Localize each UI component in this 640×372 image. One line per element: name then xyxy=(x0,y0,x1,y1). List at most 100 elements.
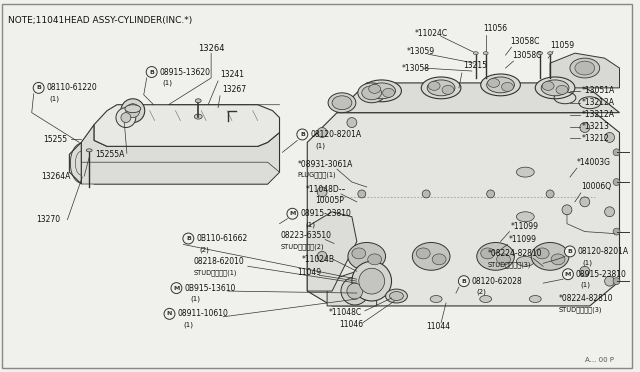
Ellipse shape xyxy=(368,254,381,265)
Polygon shape xyxy=(327,271,377,306)
Text: B: B xyxy=(461,279,467,284)
Text: 11059: 11059 xyxy=(550,41,574,50)
Text: *11099: *11099 xyxy=(511,222,538,231)
Ellipse shape xyxy=(383,89,394,97)
Text: 08911-10610: 08911-10610 xyxy=(177,310,228,318)
Text: *11024B: *11024B xyxy=(301,255,334,264)
Text: 13215: 13215 xyxy=(463,61,487,70)
Polygon shape xyxy=(307,212,357,291)
Circle shape xyxy=(317,128,327,137)
Text: 11056: 11056 xyxy=(483,24,507,33)
Text: 13058C: 13058C xyxy=(513,51,542,60)
Text: *13212A: *13212A xyxy=(582,110,615,119)
Text: 10005P: 10005P xyxy=(316,196,344,205)
Ellipse shape xyxy=(541,80,569,96)
Text: 11049: 11049 xyxy=(298,268,321,277)
Circle shape xyxy=(613,149,620,156)
Text: 08915-23810: 08915-23810 xyxy=(576,270,627,279)
Text: *08224-82810: *08224-82810 xyxy=(559,295,614,304)
Ellipse shape xyxy=(535,77,575,99)
Ellipse shape xyxy=(362,86,381,100)
Circle shape xyxy=(317,251,327,262)
Circle shape xyxy=(580,122,590,132)
Text: 0B110-61662: 0B110-61662 xyxy=(196,234,248,243)
Ellipse shape xyxy=(481,248,495,259)
Polygon shape xyxy=(337,83,620,113)
Ellipse shape xyxy=(430,295,442,302)
Text: M: M xyxy=(564,272,571,277)
Circle shape xyxy=(347,118,357,128)
Polygon shape xyxy=(69,142,81,184)
Ellipse shape xyxy=(483,52,488,55)
Text: 13058C: 13058C xyxy=(511,37,540,46)
Text: B: B xyxy=(300,132,305,137)
Text: 15255: 15255 xyxy=(44,135,68,144)
Circle shape xyxy=(126,104,140,118)
Ellipse shape xyxy=(348,243,385,270)
Ellipse shape xyxy=(556,86,568,94)
Polygon shape xyxy=(81,162,280,184)
Text: *11048C: *11048C xyxy=(329,308,362,317)
Text: *08224-82810: *08224-82810 xyxy=(488,249,542,258)
Text: 08915-13620: 08915-13620 xyxy=(159,67,211,77)
Text: 08120-8201A: 08120-8201A xyxy=(310,130,362,139)
Circle shape xyxy=(347,283,363,299)
Text: 0B915-13610: 0B915-13610 xyxy=(184,283,236,293)
Text: *11048D-–: *11048D-– xyxy=(305,186,346,195)
Text: 08110-61220: 08110-61220 xyxy=(47,83,97,92)
Text: 08223-63510: 08223-63510 xyxy=(280,231,332,240)
Circle shape xyxy=(171,283,182,294)
Text: B: B xyxy=(149,70,154,74)
Text: *13059: *13059 xyxy=(406,47,435,56)
Text: STUDスタッド(1): STUDスタッド(1) xyxy=(193,269,237,276)
Circle shape xyxy=(352,262,392,301)
Ellipse shape xyxy=(516,256,534,266)
Ellipse shape xyxy=(358,83,385,103)
Ellipse shape xyxy=(195,99,201,103)
Circle shape xyxy=(359,268,385,294)
Ellipse shape xyxy=(516,167,534,177)
Ellipse shape xyxy=(497,254,511,265)
Ellipse shape xyxy=(416,248,430,259)
Ellipse shape xyxy=(535,248,549,259)
Circle shape xyxy=(564,246,575,257)
Circle shape xyxy=(287,208,298,219)
Text: STUDスタッド(3): STUDスタッド(3) xyxy=(559,307,602,313)
Ellipse shape xyxy=(369,84,381,93)
Text: (2): (2) xyxy=(477,289,486,295)
Ellipse shape xyxy=(195,114,202,119)
Ellipse shape xyxy=(474,52,478,55)
Ellipse shape xyxy=(538,52,543,55)
Ellipse shape xyxy=(86,149,92,152)
Text: B: B xyxy=(568,249,572,254)
Circle shape xyxy=(121,113,131,122)
Circle shape xyxy=(613,179,620,186)
Text: NOTE;11041HEAD ASSY-CYLINDER(INC.*): NOTE;11041HEAD ASSY-CYLINDER(INC.*) xyxy=(8,16,192,25)
Text: B: B xyxy=(36,85,41,90)
Text: 13264A: 13264A xyxy=(42,171,71,180)
Ellipse shape xyxy=(125,105,141,113)
Ellipse shape xyxy=(432,254,446,265)
Ellipse shape xyxy=(575,61,595,75)
Polygon shape xyxy=(307,113,620,306)
Text: 11044: 11044 xyxy=(426,322,451,331)
Text: *13212A: *13212A xyxy=(582,98,615,107)
Circle shape xyxy=(297,129,308,140)
Text: *11099: *11099 xyxy=(509,235,536,244)
Text: M: M xyxy=(173,286,180,291)
Text: (1): (1) xyxy=(581,282,591,288)
Ellipse shape xyxy=(428,81,440,90)
Circle shape xyxy=(613,228,620,235)
Ellipse shape xyxy=(477,243,515,270)
Text: *14003G: *14003G xyxy=(577,158,611,167)
Text: *13213: *13213 xyxy=(582,122,610,131)
Circle shape xyxy=(562,205,572,215)
Circle shape xyxy=(546,190,554,198)
Circle shape xyxy=(358,190,365,198)
Text: 15255A: 15255A xyxy=(95,150,125,159)
Text: (1): (1) xyxy=(316,142,325,148)
Ellipse shape xyxy=(570,58,600,78)
Text: 13267: 13267 xyxy=(222,85,246,94)
Circle shape xyxy=(605,276,614,286)
Ellipse shape xyxy=(488,78,500,87)
